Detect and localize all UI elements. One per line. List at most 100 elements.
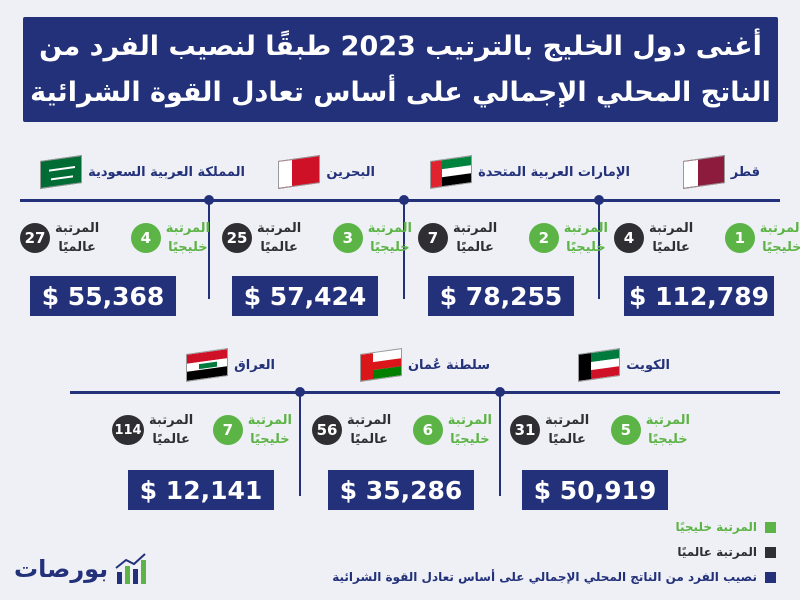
world-rank-label: المرتبة عالميًا <box>545 413 590 447</box>
gdp-value-box: $ 55,368 <box>30 276 176 316</box>
gulf-rank-badge: 2 <box>528 223 559 253</box>
gdp-value-box: $ 78,255 <box>428 276 574 316</box>
world-rank-badge: 25 <box>222 223 252 253</box>
country-card-bahrain: المرتبة خليجيًا 3 المرتبة عالميًا 25 $ 57,… <box>222 212 412 332</box>
rank-row: المرتبة خليجيًا 2 المرتبة عالميًا 7 <box>418 212 608 264</box>
world-rank-label: المرتبة عالميًا <box>453 221 498 255</box>
qatar-flag-icon <box>682 155 725 189</box>
country-name: الكويت <box>626 357 670 373</box>
country-name: قطر <box>730 164 760 180</box>
world-rank-badge: 31 <box>510 415 540 445</box>
rank-row: المرتبة خليجيًا 6 المرتبة عالميًا 56 <box>312 404 492 456</box>
world-rank-badge: 27 <box>20 223 50 253</box>
world-rank-badge: 114 <box>112 415 144 445</box>
world-rank-label: المرتبة عالميًا <box>649 221 694 255</box>
saudi-flag-icon <box>40 155 83 189</box>
country-name: الإمارات العربية المتحدة <box>478 164 630 180</box>
country-header-iraq: العراق <box>186 348 275 382</box>
row-2-separator <box>299 396 301 496</box>
world-rank: المرتبة عالميًا 114 <box>112 411 193 449</box>
gulf-rank-badge: 4 <box>130 223 161 253</box>
country-header-oman: سلطنة عُمان <box>359 348 490 382</box>
gulf-rank-label: المرتبة خليجيًا <box>367 221 412 255</box>
gdp-value-box: $ 112,789 <box>624 276 774 316</box>
world-rank-label: المرتبة عالميًا <box>257 221 302 255</box>
logo-text: بورصات <box>14 555 109 583</box>
gulf-rank-badge: 5 <box>610 415 641 445</box>
row-1-separator <box>403 204 405 299</box>
gdp-value-box: $ 57,424 <box>232 276 378 316</box>
oman-flag-icon <box>359 348 402 382</box>
country-card-kuwait: المرتبة خليجيًا 5 المرتبة عالميًا 31 $ 50,… <box>510 404 700 524</box>
row-2-line <box>70 391 780 394</box>
country-card-uae: المرتبة خليجيًا 2 المرتبة عالميًا 7 $ 78,2… <box>418 212 608 332</box>
gulf-rank: المرتبة خليجيًا 7 <box>212 411 292 449</box>
country-card-iraq: المرتبة خليجيًا 7 المرتبة عالميًا 114 $ 12… <box>112 404 302 524</box>
country-header-qatar: قطر <box>682 155 760 189</box>
rank-row: المرتبة خليجيًا 1 المرتبة عالميًا 4 <box>614 212 800 264</box>
row-1-separator <box>598 204 600 299</box>
world-rank-label: المرتبة عالميًا <box>149 413 194 447</box>
gulf-rank: المرتبة خليجيًا 4 <box>130 219 210 257</box>
gulf-rank-label: المرتبة خليجيًا <box>759 221 800 255</box>
country-card-qatar: المرتبة خليجيًا 1 المرتبة عالميًا 4 $ 112,… <box>614 212 800 332</box>
legend-label: المرتبة عالميًا <box>677 545 757 559</box>
legend-swatch-navy <box>765 571 776 583</box>
iraq-flag-icon <box>186 348 229 382</box>
world-rank: المرتبة عالميًا 4 <box>614 219 693 257</box>
gulf-rank: المرتبة خليجيًا 1 <box>724 219 800 257</box>
legend-item-world: المرتبة عالميًا <box>677 545 776 559</box>
world-rank-badge: 4 <box>614 223 644 253</box>
gulf-rank-badge: 1 <box>724 223 755 253</box>
world-rank-label: المرتبة عالميًا <box>347 413 392 447</box>
rank-row: المرتبة خليجيًا 5 المرتبة عالميًا 31 <box>510 404 690 456</box>
legend-label: نصيب الفرد من الناتج المحلي الإجمالي على… <box>332 570 757 584</box>
country-name: سلطنة عُمان <box>407 357 490 373</box>
gulf-rank: المرتبة خليجيًا 3 <box>332 219 412 257</box>
world-rank-label: المرتبة عالميًا <box>55 221 100 255</box>
country-card-oman: المرتبة خليجيًا 6 المرتبة عالميًا 56 $ 35,… <box>312 404 502 524</box>
world-rank: المرتبة عالميًا 25 <box>222 219 301 257</box>
legend-item-gdp: نصيب الفرد من الناتج المحلي الإجمالي على… <box>332 570 776 584</box>
gulf-rank-label: المرتبة خليجيًا <box>247 413 292 447</box>
gulf-rank-label: المرتبة خليجيًا <box>165 221 210 255</box>
uae-flag-icon <box>430 155 473 189</box>
row-1-dot <box>399 195 409 205</box>
kuwait-flag-icon <box>578 348 621 382</box>
country-name: المملكة العربية السعودية <box>88 164 245 180</box>
gulf-rank-label: المرتبة خليجيًا <box>645 413 690 447</box>
country-card-saudi: المرتبة خليجيًا 4 المرتبة عالميًا 27 $ 55,… <box>20 212 210 332</box>
country-header-bahrain: البحرين <box>278 155 375 189</box>
gulf-rank: المرتبة خليجيًا 5 <box>610 411 690 449</box>
country-header-kuwait: الكويت <box>578 348 670 382</box>
gulf-rank: المرتبة خليجيًا 2 <box>528 219 608 257</box>
rank-row: المرتبة خليجيًا 4 المرتبة عالميًا 27 <box>20 212 210 264</box>
gdp-value-box: $ 50,919 <box>522 470 668 510</box>
title-banner: أغنى دول الخليج بالترتيب 2023 طبقًا لنصي… <box>23 17 778 122</box>
gulf-rank: المرتبة خليجيًا 6 <box>412 411 492 449</box>
world-rank-badge: 7 <box>418 223 448 253</box>
world-rank-badge: 56 <box>312 415 342 445</box>
rank-row: المرتبة خليجيًا 3 المرتبة عالميًا 25 <box>222 212 412 264</box>
legend-swatch-dark <box>765 546 776 558</box>
brand-logo: بورصات <box>14 552 148 586</box>
country-name: البحرين <box>326 164 375 180</box>
world-rank: المرتبة عالميًا 7 <box>418 219 497 257</box>
row-2-dot <box>295 387 305 397</box>
bahrain-flag-icon <box>278 155 321 189</box>
gdp-value-box: $ 35,286 <box>328 470 474 510</box>
row-2-dot <box>495 387 505 397</box>
country-name: العراق <box>234 357 275 373</box>
gulf-rank-badge: 7 <box>212 415 243 445</box>
row-1-dot <box>594 195 604 205</box>
legend-label: المرتبة خليجيًا <box>675 520 758 534</box>
title-line-2: الناتج المحلي الإجمالي على أساس تعادل ال… <box>30 76 771 108</box>
legend-item-gulf: المرتبة خليجيًا <box>675 520 776 534</box>
title-line-1: أغنى دول الخليج بالترتيب 2023 طبقًا لنصي… <box>39 30 762 62</box>
country-header-uae: الإمارات العربية المتحدة <box>430 155 630 189</box>
row-1-dot <box>204 195 214 205</box>
gdp-value-box: $ 12,141 <box>128 470 274 510</box>
gulf-rank-label: المرتبة خليجيًا <box>447 413 492 447</box>
row-1-separator <box>208 204 210 299</box>
world-rank: المرتبة عالميًا 56 <box>312 411 391 449</box>
